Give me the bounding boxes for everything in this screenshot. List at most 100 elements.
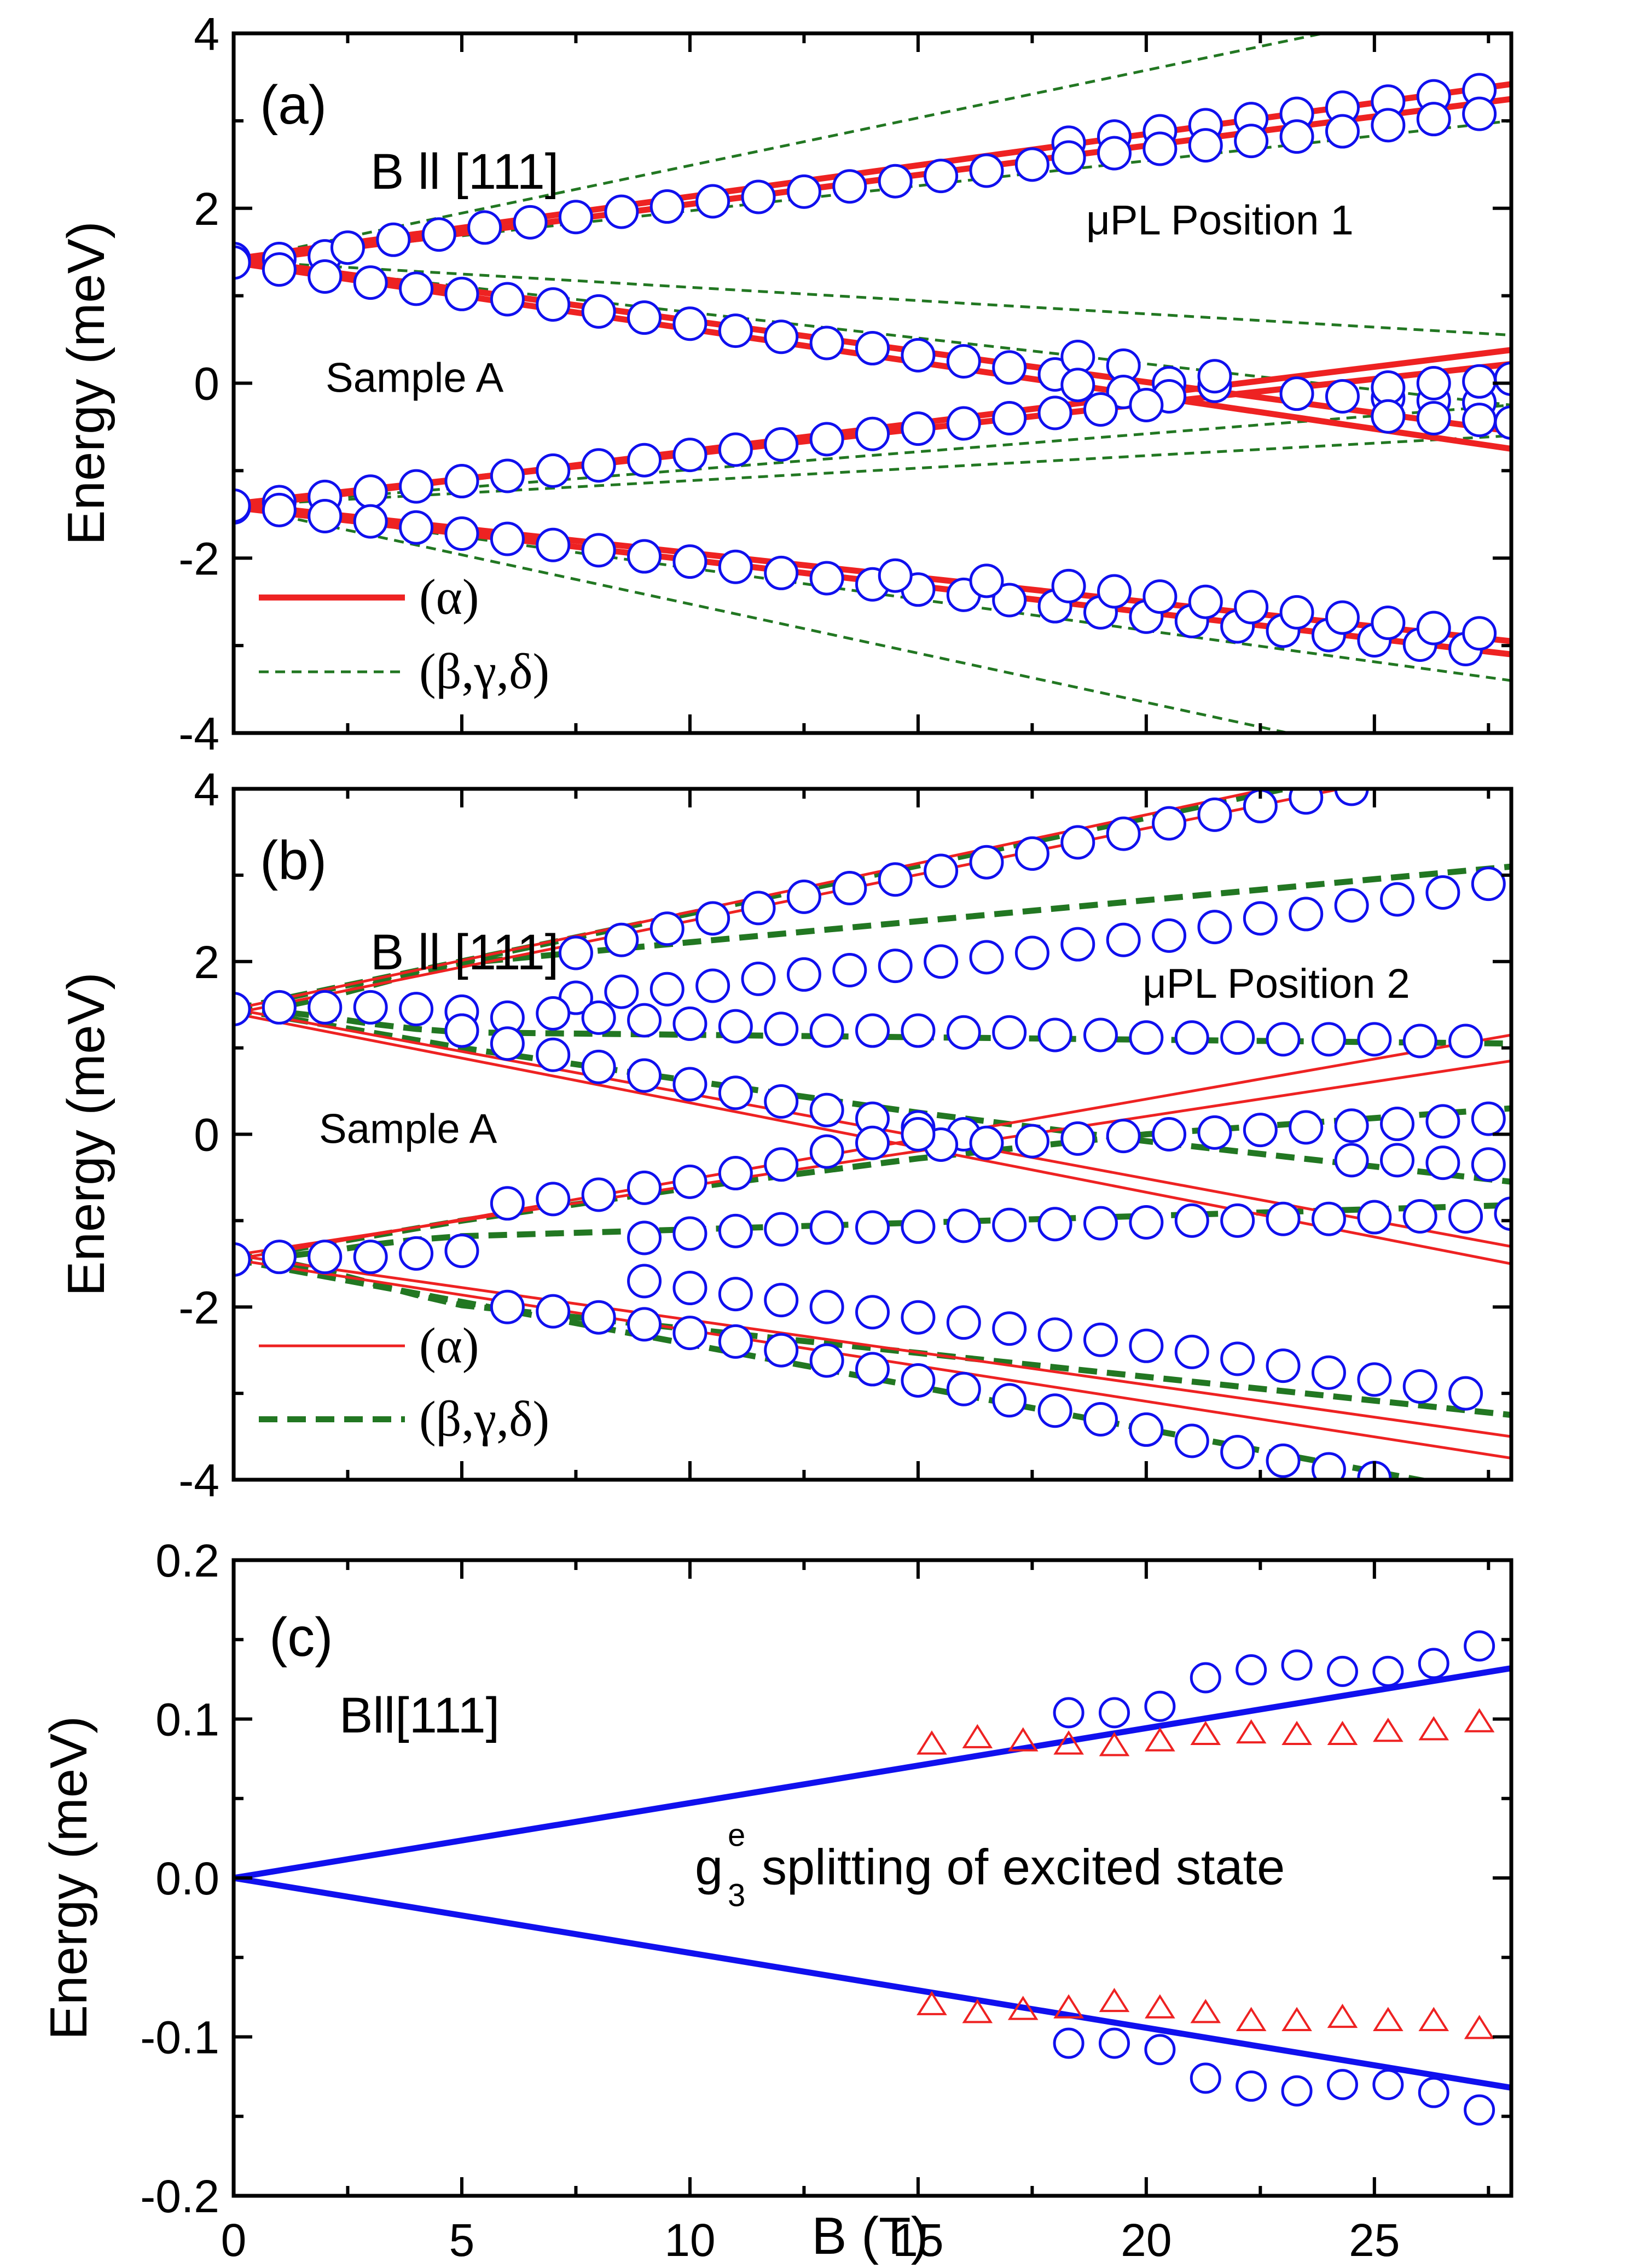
y-tick-label: -4	[178, 1455, 219, 1506]
data-point-circle	[1372, 1655, 1404, 1687]
data-point	[1311, 1355, 1346, 1390]
data-point-circle	[1281, 2075, 1313, 2107]
data-point	[718, 1009, 753, 1044]
data-point	[399, 992, 434, 1027]
data-point	[1097, 574, 1132, 609]
data-point	[1106, 1119, 1141, 1154]
data-point-circle	[1281, 1649, 1313, 1681]
data-point	[969, 153, 1004, 188]
data-point	[308, 259, 343, 294]
data-point	[1106, 922, 1141, 957]
data-point	[901, 411, 936, 446]
data-point-circle	[1326, 1655, 1358, 1687]
data-point	[901, 1013, 936, 1048]
y-tick-label: -4	[178, 708, 219, 759]
data-point	[786, 879, 821, 914]
data-point-triangle	[1418, 2007, 1449, 2031]
data-point	[1334, 1108, 1369, 1143]
data-point	[399, 510, 434, 545]
data-point	[1448, 1023, 1483, 1059]
data-point	[1311, 1022, 1346, 1057]
y-tick-label: -2	[178, 1282, 219, 1333]
data-point-triangle	[1464, 1708, 1495, 1732]
data-point	[924, 853, 959, 888]
data-point	[490, 1186, 525, 1221]
data-point	[672, 1316, 707, 1351]
data-point-triangle	[1007, 1996, 1039, 2020]
splitting-sub: 3	[728, 1878, 745, 1914]
data-point-circle	[1326, 2069, 1358, 2101]
fit-line-upper-fit	[234, 1665, 1511, 1881]
data-point	[741, 179, 776, 214]
data-point	[1462, 364, 1497, 399]
data-point	[672, 544, 707, 579]
data-point	[1462, 403, 1497, 438]
data-point	[490, 521, 525, 556]
data-point	[1289, 897, 1324, 932]
data-point	[786, 174, 821, 209]
data-point-triangle	[1190, 1999, 1221, 2023]
data-point-circle	[1053, 1697, 1085, 1729]
data-point	[809, 1289, 844, 1324]
data-point	[1494, 405, 1511, 440]
data-point	[581, 1049, 616, 1084]
data-point	[1083, 1401, 1118, 1437]
data-point	[1243, 1113, 1278, 1148]
data-point	[969, 563, 1004, 598]
data-point	[764, 1011, 799, 1046]
series-line-β8	[234, 504, 1295, 733]
data-point	[581, 533, 616, 568]
data-point	[1234, 590, 1269, 625]
data-point	[581, 1177, 616, 1212]
data-point	[490, 1289, 525, 1324]
data-point	[695, 901, 730, 936]
data-point-triangle	[1281, 2007, 1312, 2031]
data-point	[1037, 1317, 1072, 1352]
axes-frame-c	[231, 1558, 1513, 2198]
data-point	[1060, 825, 1095, 860]
data-point-triangle	[1236, 1719, 1267, 1744]
data-point	[786, 957, 821, 992]
data-point	[234, 1242, 251, 1277]
data-point-triangle	[1145, 1727, 1175, 1752]
data-point	[308, 1240, 343, 1275]
data-point	[1448, 1199, 1483, 1234]
data-point	[1416, 366, 1451, 400]
data-point	[1051, 140, 1086, 175]
data-point	[1279, 119, 1314, 154]
data-point	[1188, 128, 1223, 163]
data-point	[558, 935, 593, 970]
data-point	[809, 422, 844, 457]
data-point	[581, 1000, 616, 1035]
data-point-triangle	[962, 1724, 993, 1748]
data-point-triangle	[1007, 1727, 1039, 1752]
data-point	[992, 350, 1027, 385]
data-point	[764, 555, 799, 590]
panel-b: -4 -2 0 2 4 Energy (meV) (b) B ll [111] μPL Posi…	[57, 764, 1513, 1506]
data-point	[353, 1240, 388, 1275]
legend-label-solid: (α)	[419, 1317, 479, 1373]
data-point	[1152, 806, 1187, 841]
y-tick-label: 0	[194, 358, 219, 410]
data-point	[1220, 1434, 1255, 1469]
data-point	[1129, 387, 1164, 422]
data-point	[604, 974, 639, 1009]
data-point	[764, 1333, 799, 1368]
data-point	[832, 169, 867, 204]
data-point	[992, 400, 1027, 435]
data-point	[878, 164, 913, 199]
data-point	[558, 200, 593, 235]
data-point-circle	[1236, 2071, 1267, 2102]
data-point	[1174, 1334, 1209, 1369]
data-point	[718, 1075, 753, 1110]
data-point-triangle	[1418, 1716, 1449, 1741]
data-point	[308, 990, 343, 1025]
data-point-triangle	[1145, 1994, 1175, 2019]
data-point	[1197, 359, 1232, 394]
data-point	[627, 1220, 662, 1255]
data-point	[262, 252, 297, 287]
data-point-triangle	[1281, 1720, 1312, 1746]
data-point	[234, 245, 251, 280]
data-point	[1357, 1200, 1392, 1235]
data-point	[353, 265, 388, 300]
